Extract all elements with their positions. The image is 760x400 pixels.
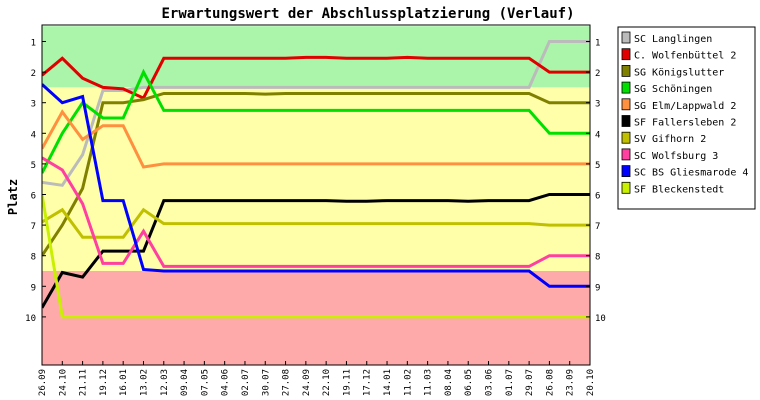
x-tick-label: 20.10	[586, 369, 596, 396]
x-tick-label: 01.07	[505, 369, 515, 396]
x-tick-label: 17.12	[363, 369, 373, 396]
x-tick-label: 19.11	[342, 369, 352, 396]
y-tick-label-right: 10	[595, 314, 606, 324]
series-line-7	[42, 156, 590, 268]
x-tick-label: 08.04	[444, 369, 454, 396]
y-tick-label-right: 7	[595, 222, 600, 232]
x-tick-label: 09.04	[180, 369, 190, 396]
y-tick-label-right: 1	[595, 39, 600, 49]
y-tick-label-left: 10	[25, 314, 36, 324]
legend-swatch-6	[621, 131, 631, 144]
x-tick-label: 06.05	[464, 369, 474, 396]
series-line-3	[42, 68, 590, 174]
x-tick-label: 07.05	[200, 369, 210, 396]
y-tick-label-left: 3	[31, 100, 36, 110]
legend-label-9: SF Bleckenstedt	[634, 184, 724, 195]
series-line-9	[42, 194, 590, 319]
y-axis-label: Platz	[6, 179, 20, 215]
legend-label-7: SC Wolfsburg 3	[634, 151, 718, 162]
y-tick-label-right: 6	[595, 192, 600, 202]
legend-swatch-4	[621, 98, 631, 111]
x-tick-label: 03.06	[485, 369, 495, 396]
x-tick-label: 26.09	[38, 369, 48, 396]
x-tick-label: 11.02	[403, 369, 413, 396]
y-tick-label-left: 8	[31, 253, 36, 263]
legend-swatch-0	[621, 31, 631, 44]
x-tick-label: 22.10	[322, 369, 332, 396]
x-tick-label: 26.08	[545, 369, 555, 396]
x-tick-label: 30.07	[261, 369, 271, 396]
y-tick-label-left: 5	[31, 161, 36, 171]
y-tick-label-right: 3	[595, 100, 600, 110]
y-tick-label-left: 7	[31, 222, 36, 232]
legend-swatch-8	[621, 165, 631, 178]
legend-label-4: SG Elm/Lappwald 2	[634, 101, 736, 112]
legend: SC Langlingen C. Wolfenbüttel 2 SG Königsl…	[617, 26, 756, 210]
x-tick-label: 04.06	[221, 369, 231, 396]
x-tick-label: 14.01	[383, 369, 393, 396]
legend-swatch-9	[621, 181, 631, 194]
series-line-5	[42, 193, 590, 309]
legend-swatch-1	[621, 48, 631, 61]
legend-label-0: SC Langlingen	[634, 34, 712, 45]
legend-label-2: SG Königslutter	[634, 67, 724, 78]
y-tick-label-right: 2	[595, 69, 600, 79]
x-tick-label: 27.08	[282, 369, 292, 396]
legend-box	[617, 26, 756, 210]
band-middle	[42, 87, 590, 272]
series-line-0	[42, 40, 590, 187]
x-tick-label: 11.03	[424, 369, 434, 396]
y-tick-label-right: 9	[595, 283, 600, 293]
legend-swatch-7	[621, 148, 631, 161]
x-tick-label: 24.10	[58, 369, 68, 396]
legend-label-6: SV Gifhorn 2	[634, 134, 706, 145]
y-tick-label-right: 8	[595, 253, 600, 263]
plot-area: 1 1 2 2 3 3 4 4 5 5 6 6 7 7 8 8 9 9 10 10 26.09 24.10 21.11 19.…	[25, 24, 606, 396]
legend-label-5: SF Fallersleben 2	[634, 118, 736, 129]
chart-title: Erwartungswert der Abschlussplatzierung …	[161, 6, 574, 22]
x-tick-label: 21.11	[79, 369, 89, 396]
series-line-2	[42, 92, 590, 257]
series-line-6	[42, 207, 590, 239]
x-tick-label: 19.12	[99, 369, 109, 396]
y-tick-label-left: 6	[31, 192, 36, 202]
y-tick-label-left: 1	[31, 39, 36, 49]
y-tick-label-left: 2	[31, 69, 36, 79]
legend-swatch-2	[621, 65, 631, 77]
x-tick-label: 24.09	[302, 369, 312, 396]
legend-label-3: SG Schöningen	[634, 84, 712, 95]
legend-swatch-5	[621, 115, 631, 127]
y-tick-label-left: 4	[31, 130, 36, 140]
y-tick-label-right: 5	[595, 161, 600, 171]
series-line-8	[42, 83, 590, 288]
x-tick-label: 16.01	[119, 369, 129, 396]
x-tick-label: 23.09	[566, 369, 576, 396]
legend-swatch-3	[621, 81, 631, 94]
series-line-4	[42, 109, 590, 169]
x-tick-label: 12.03	[160, 369, 170, 396]
x-tick-label: 29.07	[525, 369, 535, 396]
x-tick-label: 02.07	[241, 369, 251, 396]
legend-label-1: C. Wolfenbüttel 2	[634, 51, 736, 62]
x-tick-label: 13.02	[139, 369, 149, 396]
legend-label-8: SC BS Gliesmarode 4	[634, 168, 748, 179]
y-tick-label-left: 9	[31, 283, 36, 293]
y-tick-label-right: 4	[595, 130, 600, 140]
series-group	[42, 40, 590, 319]
